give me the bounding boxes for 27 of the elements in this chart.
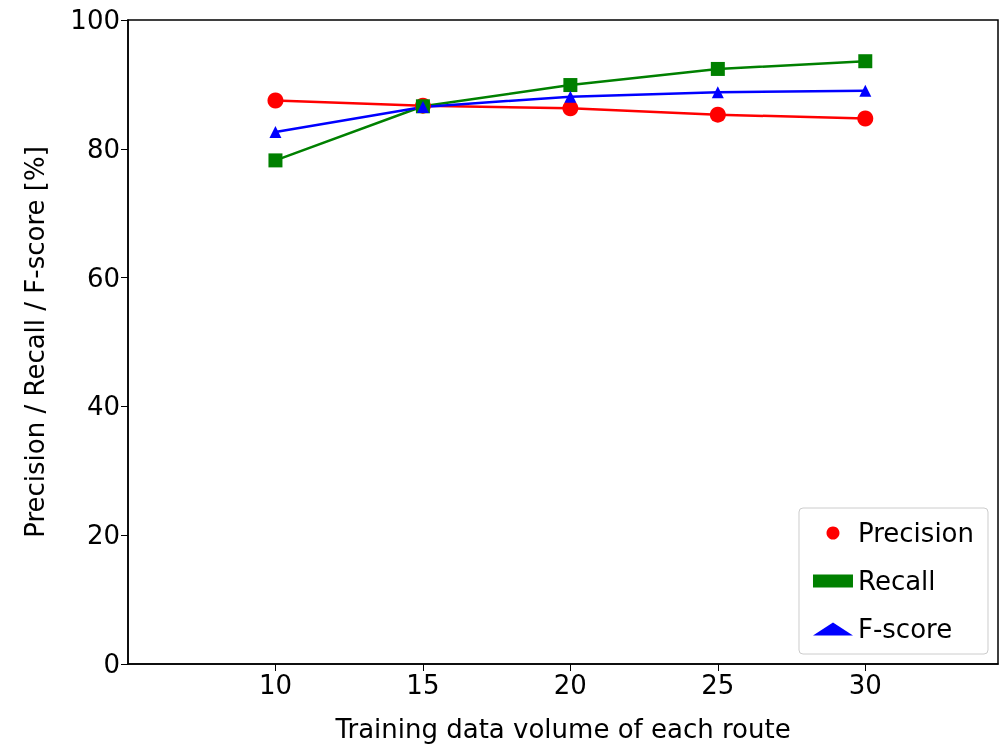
x-tick-label: 10 bbox=[258, 670, 292, 700]
point bbox=[268, 153, 283, 168]
point bbox=[709, 106, 726, 123]
point bbox=[857, 110, 874, 127]
legend-label: F-score bbox=[857, 614, 953, 644]
legend-label: Precision bbox=[857, 518, 975, 548]
y-tick-label: 40 bbox=[86, 391, 120, 422]
point bbox=[564, 90, 577, 103]
point bbox=[267, 92, 284, 109]
y-tick-label: 20 bbox=[86, 520, 120, 551]
point bbox=[858, 54, 873, 69]
point bbox=[269, 126, 282, 139]
y-tick-label: 100 bbox=[70, 5, 120, 35]
legend-label: Recall bbox=[857, 566, 936, 596]
x-axis-title: Training data volume of each route bbox=[334, 714, 791, 744]
y-tick-label: 60 bbox=[86, 262, 120, 293]
y-axis-title: Precision / Recall / F-score [%] bbox=[20, 146, 50, 538]
y-tick-label: 0 bbox=[103, 649, 120, 679]
point bbox=[710, 61, 725, 76]
x-tick-label: 20 bbox=[553, 670, 587, 700]
point bbox=[563, 78, 578, 93]
x-tick-label: 30 bbox=[848, 670, 882, 700]
point bbox=[859, 84, 872, 97]
x-tick-label: 15 bbox=[406, 670, 440, 700]
x-tick-label: 25 bbox=[701, 670, 735, 700]
point bbox=[711, 86, 724, 99]
y-tick-label: 80 bbox=[86, 133, 120, 164]
